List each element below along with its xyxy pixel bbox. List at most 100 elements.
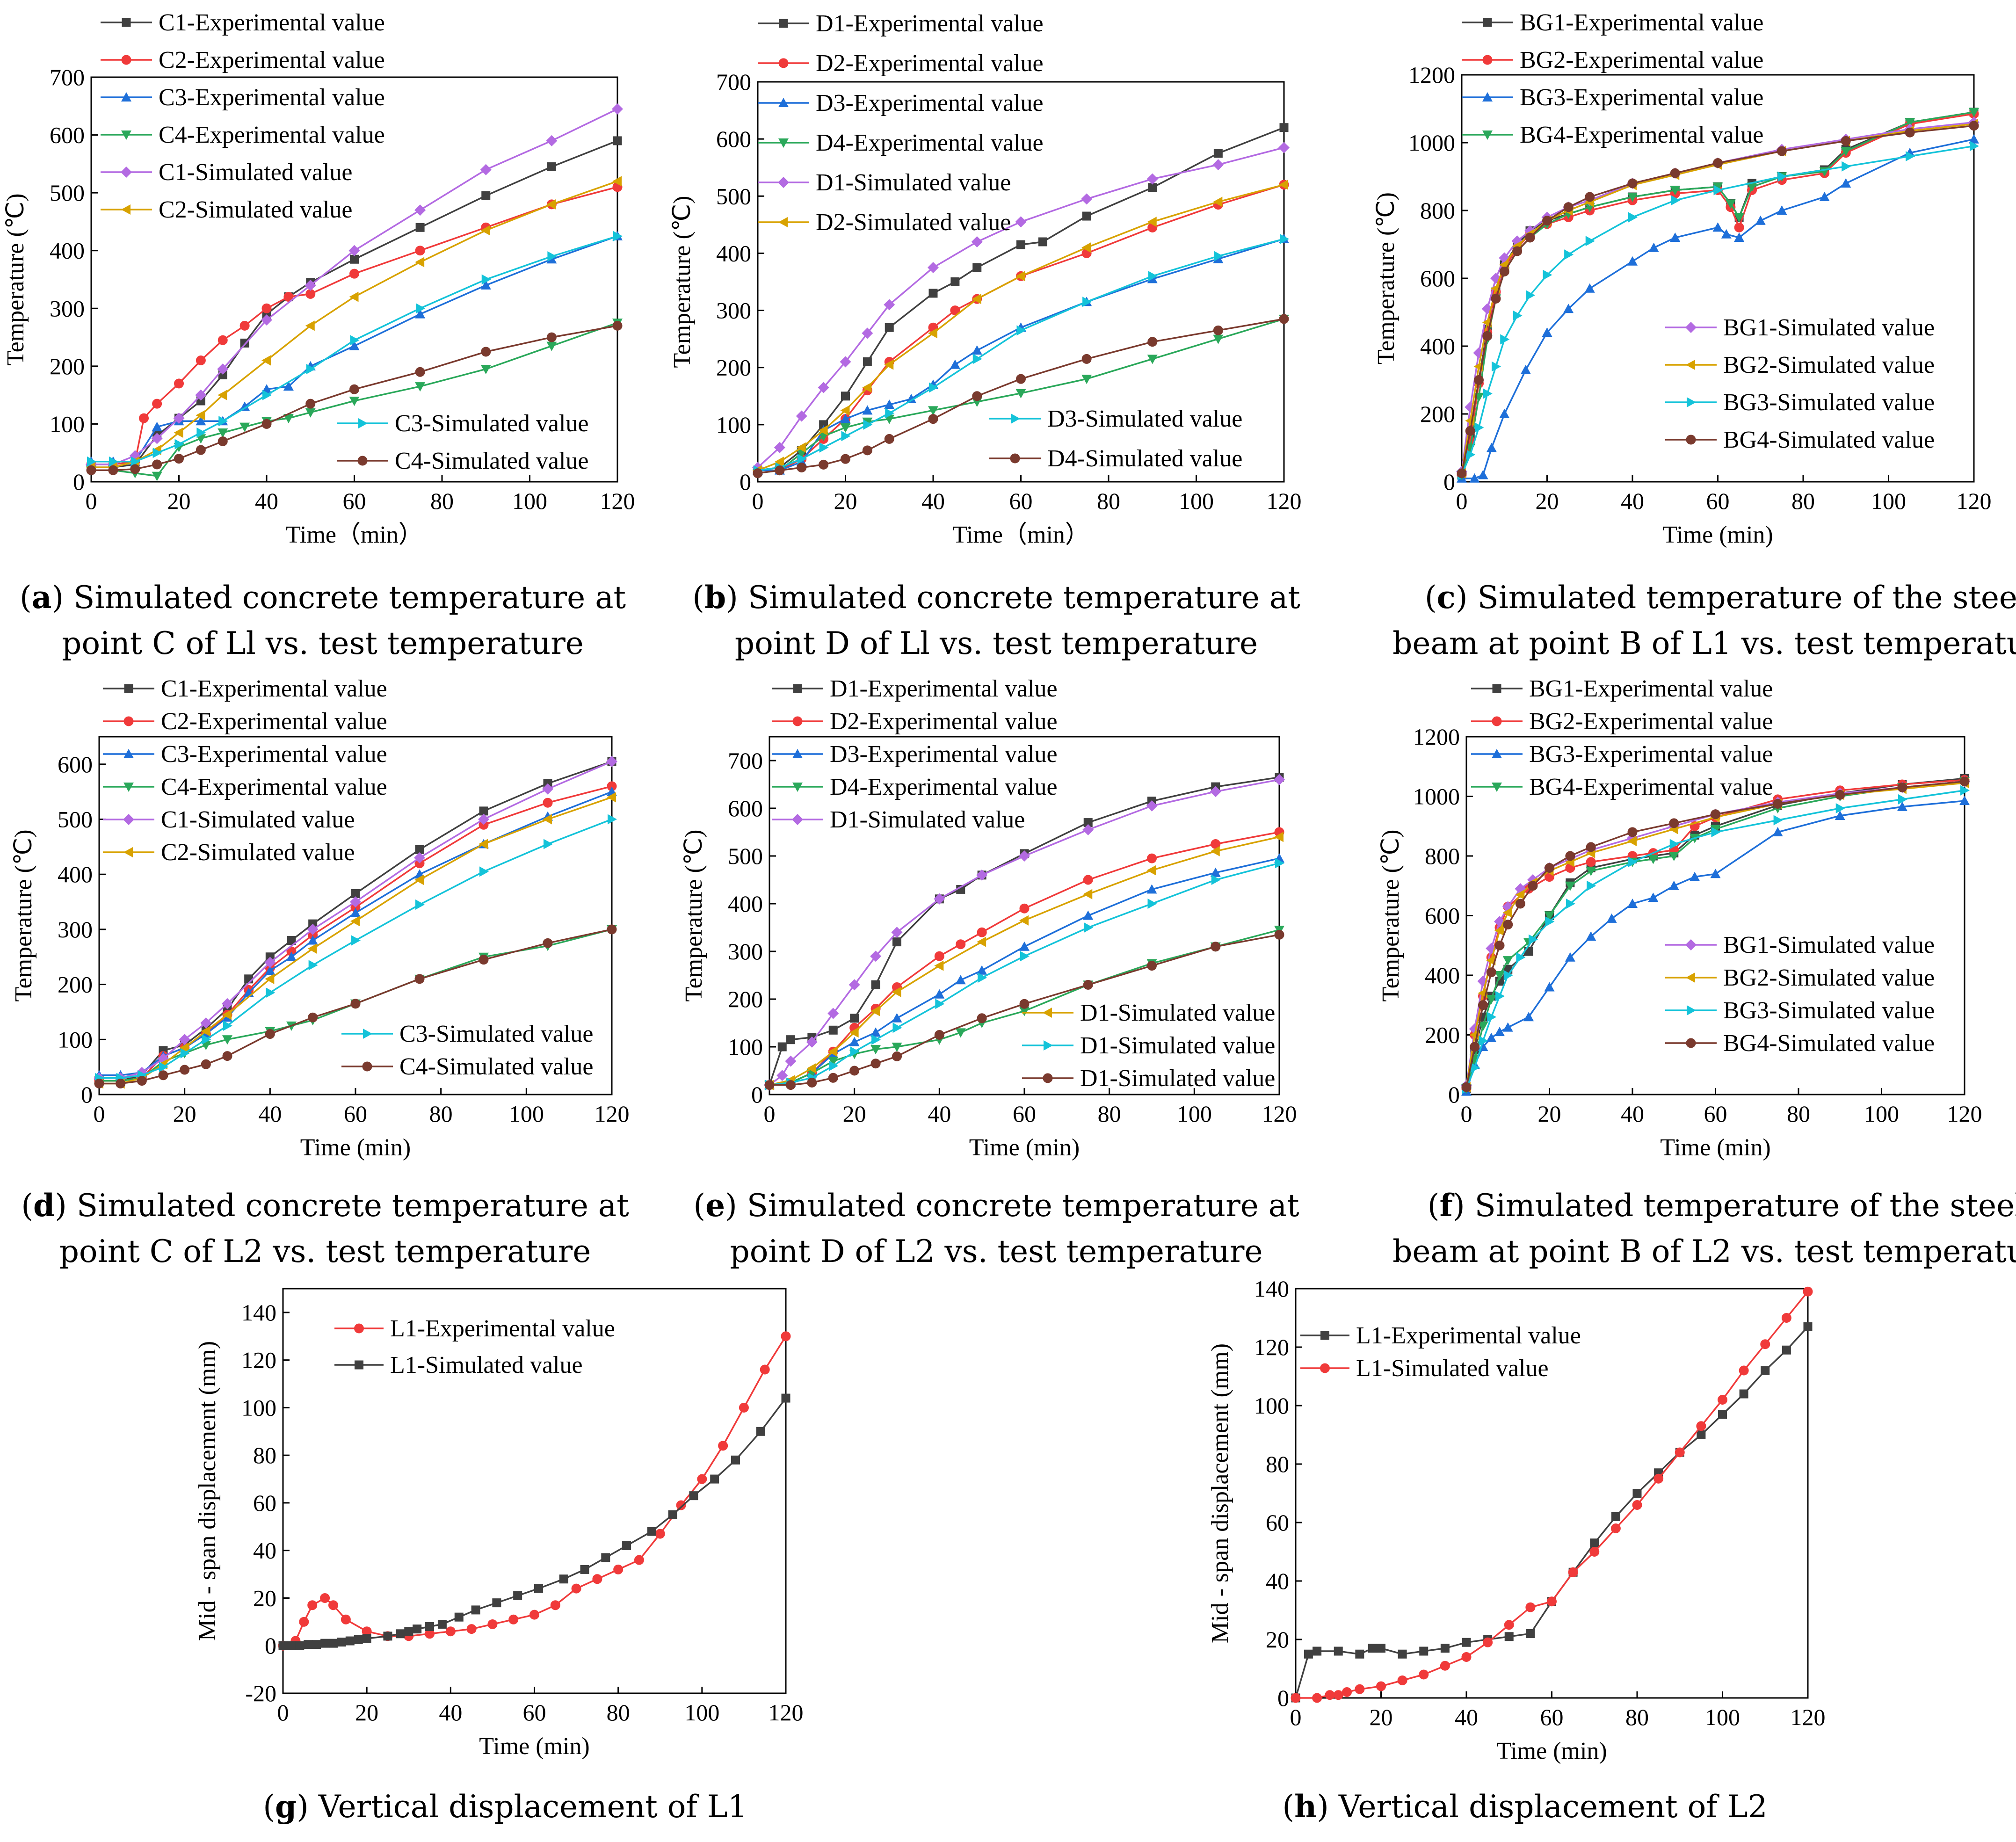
series-line xyxy=(99,761,612,1079)
data-point xyxy=(1648,242,1659,252)
data-point xyxy=(592,1574,602,1584)
series-line xyxy=(1461,123,1974,474)
data-point xyxy=(200,1017,212,1029)
data-point xyxy=(278,1641,288,1650)
data-point xyxy=(775,465,785,476)
data-point xyxy=(1819,192,1830,201)
y-tick-label: 40 xyxy=(253,1537,276,1564)
data-point xyxy=(1648,855,1659,864)
data-point xyxy=(1544,911,1555,921)
data-point xyxy=(328,1600,338,1610)
data-point xyxy=(607,924,617,935)
data-point xyxy=(131,456,140,467)
series-line xyxy=(99,785,612,1082)
x-axis-title: Time (min) xyxy=(479,1733,589,1760)
data-point xyxy=(152,471,162,481)
series-line xyxy=(91,140,618,468)
data-point xyxy=(934,989,945,999)
data-point xyxy=(1835,810,1845,820)
caption-body: ) Vertical displacement of L2 xyxy=(1317,1789,1768,1825)
data-point xyxy=(753,468,763,479)
legend-entry: D1-Simulated value xyxy=(1022,1032,1275,1059)
legend-entry: C3-Experimental value xyxy=(103,741,387,768)
data-point xyxy=(1486,1032,1497,1042)
data-point xyxy=(415,899,425,910)
data-point xyxy=(934,1030,944,1040)
data-point xyxy=(796,442,806,453)
series-line xyxy=(1465,780,1965,1088)
series-8 xyxy=(764,929,1284,1090)
data-point xyxy=(350,999,361,1009)
y-tick-label: 400 xyxy=(716,240,751,266)
data-point xyxy=(972,391,982,401)
series-line xyxy=(99,761,612,1082)
y-axis-title: Temperature (℃) xyxy=(681,829,707,1001)
data-point xyxy=(870,1006,880,1016)
y-tick-label: 1200 xyxy=(1413,724,1460,750)
data-point xyxy=(1211,875,1221,885)
data-point xyxy=(307,923,319,935)
data-point xyxy=(174,439,184,450)
data-point xyxy=(414,875,424,885)
data-point xyxy=(1772,827,1783,836)
legend-label: BG1-Experimental value xyxy=(1520,9,1763,36)
data-point xyxy=(196,410,205,421)
legend-entry: BG1-Experimental value xyxy=(1471,675,1773,702)
data-point xyxy=(1487,1012,1497,1023)
data-point xyxy=(305,399,316,409)
data-point xyxy=(1457,468,1467,479)
data-point xyxy=(130,464,140,474)
data-point xyxy=(1782,1345,1791,1355)
x-tick-label: 20 xyxy=(834,488,857,514)
legend-marker xyxy=(1492,749,1502,758)
legend-marker xyxy=(1011,413,1020,424)
data-point xyxy=(1670,168,1680,178)
caption-body: ) Simulated temperature of the steel xyxy=(1453,1188,2016,1224)
data-point xyxy=(1515,889,1525,900)
y-tick-label: 120 xyxy=(1254,1334,1289,1360)
chart-panel-d: 0 20 40 60 80 100 120 0 100 200 300 400 500 600 Time (… xyxy=(10,675,630,1269)
series-8 xyxy=(753,314,1289,479)
x-axis-title: Time（min） xyxy=(952,522,1089,548)
data-point xyxy=(1213,149,1223,158)
data-point xyxy=(1712,182,1723,192)
data-point xyxy=(1494,1027,1505,1037)
caption-body: beam at point B of L1 vs. test temperatu… xyxy=(1392,625,2016,661)
data-point xyxy=(1897,801,1907,811)
data-point xyxy=(239,422,250,432)
data-point xyxy=(956,939,966,950)
data-point xyxy=(972,345,982,355)
data-point xyxy=(1969,108,1979,117)
plot-frame xyxy=(1295,1288,1809,1699)
data-point xyxy=(350,254,359,264)
data-point xyxy=(413,1624,422,1634)
data-point xyxy=(414,204,426,216)
data-point xyxy=(1696,1421,1706,1431)
data-point xyxy=(929,382,938,393)
data-point xyxy=(312,1640,321,1649)
data-point xyxy=(1499,267,1509,276)
data-point xyxy=(1648,892,1659,902)
legend-label: BG2-Simulated value xyxy=(1723,965,1935,991)
data-point xyxy=(1713,158,1723,168)
data-point xyxy=(935,999,945,1009)
series-8 xyxy=(94,924,617,1088)
data-point xyxy=(266,987,276,998)
legend-marker xyxy=(1482,131,1493,140)
legend-label: C4-Simulated value xyxy=(399,1053,593,1080)
legend-label: C2-Experimental value xyxy=(161,708,387,735)
y-tick-label: 600 xyxy=(58,751,93,777)
legend-marker xyxy=(1492,716,1502,726)
data-point xyxy=(1526,1629,1535,1638)
x-tick-label: 80 xyxy=(1787,1101,1810,1127)
y-tick-label: 20 xyxy=(1266,1626,1289,1653)
data-point xyxy=(1566,899,1575,909)
y-tick-label: 400 xyxy=(1420,333,1455,359)
data-point xyxy=(492,1598,501,1608)
legend-label: D2-Experimental value xyxy=(830,708,1058,735)
caption-line: point C of L2 vs. test temperature xyxy=(59,1233,591,1269)
data-point xyxy=(1777,146,1787,156)
series-line xyxy=(758,238,1284,471)
data-point xyxy=(862,445,872,456)
data-point xyxy=(546,332,557,342)
